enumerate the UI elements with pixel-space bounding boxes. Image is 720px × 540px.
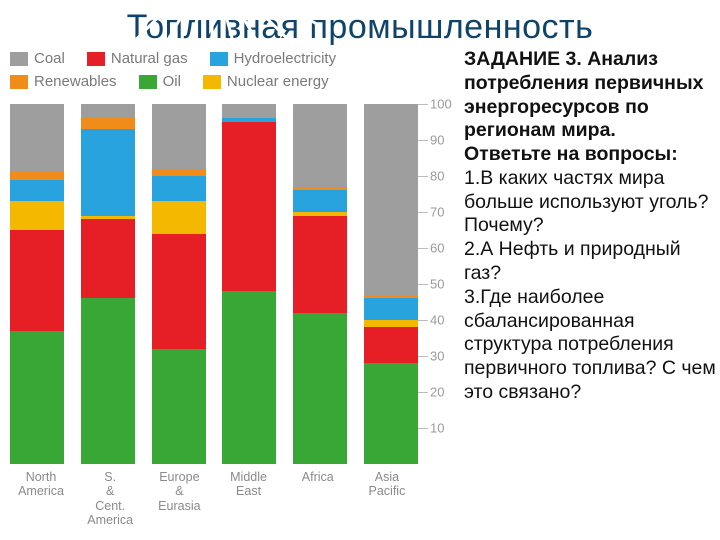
segment-oil xyxy=(364,363,418,464)
legend-item-coal: Coal xyxy=(10,50,65,67)
legend-label: Renewables xyxy=(34,73,117,90)
task-subheading: Ответьте на вопросы: xyxy=(464,143,678,165)
bar xyxy=(293,104,347,464)
segment-coal xyxy=(152,104,206,169)
x-label: MiddleEast xyxy=(218,470,280,528)
segment-oil xyxy=(152,349,206,464)
y-tick xyxy=(418,248,428,249)
legend-label: Coal xyxy=(34,50,65,67)
task-q2: 2.А Нефть и природный газ? xyxy=(464,238,681,284)
segment-renewables xyxy=(10,172,64,179)
legend-item-hydro: Hydroelectricity xyxy=(210,50,337,67)
legend-swatch xyxy=(210,52,228,66)
legend-swatch xyxy=(139,75,157,89)
y-tick xyxy=(418,140,428,141)
legend-item-natural_gas: Natural gas xyxy=(87,50,188,67)
segment-coal xyxy=(293,104,347,187)
page-title: Топливная промышленность xyxy=(0,8,720,47)
segment-oil xyxy=(222,291,276,464)
segment-hydro xyxy=(81,129,135,215)
segment-natural_gas xyxy=(152,234,206,349)
segment-hydro xyxy=(293,190,347,212)
task-q1: 1.В каких частях мира больше используют … xyxy=(464,167,708,237)
legend-label: Nuclear energy xyxy=(227,73,329,90)
y-tick-label: 90 xyxy=(430,133,460,148)
y-tick xyxy=(418,392,428,393)
legend-label: Hydroelectricity xyxy=(234,50,337,67)
y-tick xyxy=(418,104,428,105)
task-heading: ЗАДАНИЕ 3. Анализ потребления первичных … xyxy=(464,48,703,141)
x-label: S.&Cent.America xyxy=(79,470,141,528)
segment-natural_gas xyxy=(10,230,64,331)
bar xyxy=(10,104,64,464)
segment-hydro xyxy=(10,180,64,202)
legend-swatch xyxy=(87,52,105,66)
bar xyxy=(152,104,206,464)
segment-coal xyxy=(222,104,276,118)
legend-swatch xyxy=(10,75,28,89)
segment-natural_gas xyxy=(293,216,347,313)
bar xyxy=(364,104,418,464)
page: Топливная промышленность Coal Natural gas… xyxy=(0,0,720,540)
y-tick-label: 10 xyxy=(430,421,460,436)
segment-hydro xyxy=(364,298,418,320)
segment-nuclear xyxy=(152,201,206,233)
segment-natural_gas xyxy=(81,219,135,298)
x-label: AsiaPacific xyxy=(356,470,418,528)
segment-coal xyxy=(364,104,418,295)
segment-nuclear xyxy=(10,201,64,230)
segment-nuclear xyxy=(364,320,418,327)
y-tick xyxy=(418,212,428,213)
x-label: Europe&Eurasia xyxy=(148,470,210,528)
bar xyxy=(81,104,135,464)
y-tick xyxy=(418,356,428,357)
segment-natural_gas xyxy=(364,327,418,363)
legend: Coal Natural gas Hydroelectricity Renewable… xyxy=(10,50,430,90)
y-tick xyxy=(418,176,428,177)
segment-natural_gas xyxy=(222,122,276,291)
y-tick-label: 100 xyxy=(430,97,460,112)
bars-container xyxy=(10,104,418,464)
x-label: Africa xyxy=(287,470,349,528)
y-tick xyxy=(418,428,428,429)
segment-renewables xyxy=(152,169,206,176)
y-tick xyxy=(418,284,428,285)
y-tick-label: 60 xyxy=(430,241,460,256)
y-axis: 102030405060708090100 xyxy=(430,104,460,464)
segment-hydro xyxy=(152,176,206,201)
x-axis-labels: NorthAmericaS.&Cent.AmericaEurope&Eurasi… xyxy=(10,470,418,528)
legend-item-nuclear: Nuclear energy xyxy=(203,73,329,90)
chart-area: Coal Natural gas Hydroelectricity Renewable… xyxy=(8,50,460,528)
task-q3: 3.Где наиболее сбалансированная структур… xyxy=(464,286,716,403)
task-text: ЗАДАНИЕ 3. Анализ потребления первичных … xyxy=(464,48,716,405)
y-tick-label: 30 xyxy=(430,349,460,364)
y-tick-label: 70 xyxy=(430,205,460,220)
legend-label: Natural gas xyxy=(111,50,188,67)
segment-renewables xyxy=(81,118,135,129)
legend-item-oil: Oil xyxy=(139,73,181,90)
legend-swatch xyxy=(203,75,221,89)
segment-coal xyxy=(10,104,64,172)
segment-oil xyxy=(81,298,135,464)
plot-area: 102030405060708090100 xyxy=(10,104,450,464)
segment-coal xyxy=(81,104,135,118)
y-tick-label: 20 xyxy=(430,385,460,400)
y-tick-label: 80 xyxy=(430,169,460,184)
legend-swatch xyxy=(10,52,28,66)
segment-oil xyxy=(10,331,64,464)
x-label: NorthAmerica xyxy=(10,470,72,528)
y-tick-label: 40 xyxy=(430,313,460,328)
legend-item-renewables: Renewables xyxy=(10,73,117,90)
y-tick-label: 50 xyxy=(430,277,460,292)
bar xyxy=(222,104,276,464)
legend-label: Oil xyxy=(163,73,181,90)
y-tick xyxy=(418,320,428,321)
segment-oil xyxy=(293,313,347,464)
